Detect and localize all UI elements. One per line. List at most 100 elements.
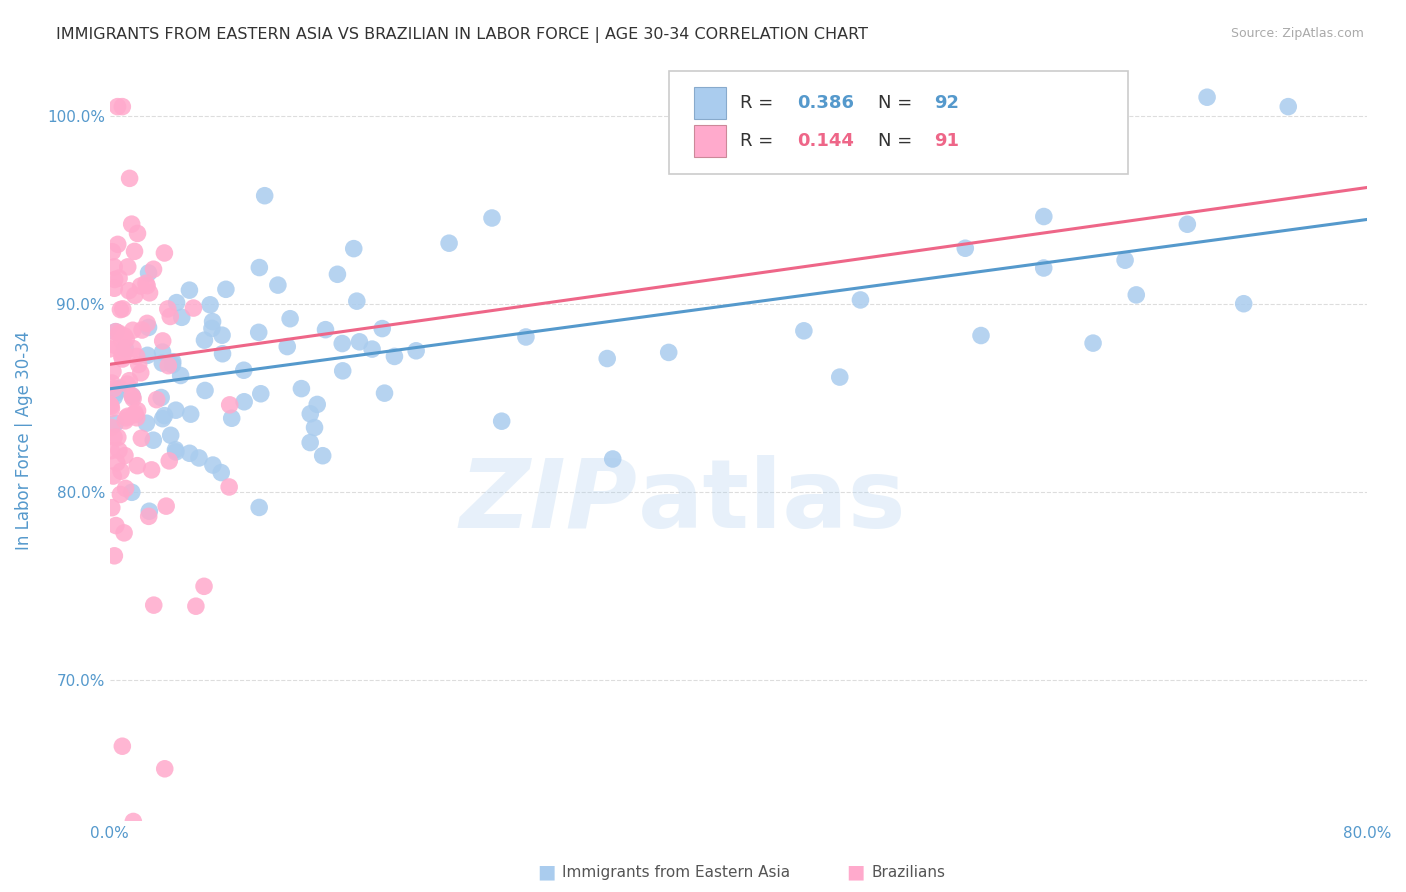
Point (201, 321, 224, 335)
Point (170, 310, 193, 325)
Point (152, 334, 174, 348)
Point (658, 345, 681, 359)
Point (201, 315, 224, 329)
Point (157, 359, 180, 373)
Point (159, 428, 181, 442)
Point (153, 246, 176, 260)
Point (115, 332, 138, 346)
Point (110, 487, 132, 501)
Point (970, 328, 993, 343)
Point (104, 417, 127, 431)
Point (142, 598, 165, 612)
Point (98, 397, 121, 411)
Point (107, 237, 129, 252)
Point (180, 407, 202, 421)
Point (343, 242, 366, 256)
Point (136, 278, 159, 293)
Point (198, 298, 221, 312)
Text: atlas: atlas (638, 455, 907, 548)
Point (114, 341, 136, 355)
Point (129, 279, 152, 293)
Point (100, 399, 122, 413)
Point (361, 342, 384, 356)
Text: IMMIGRANTS FROM EASTERN ASIA VS BRAZILIAN IN LABOR FORCE | AGE 30-34 CORRELATION: IMMIGRANTS FROM EASTERN ASIA VS BRAZILIA… (56, 27, 869, 43)
Point (121, 485, 143, 500)
Point (157, 454, 180, 468)
Point (253, 188, 276, 202)
Point (249, 386, 271, 401)
Point (114, 482, 136, 496)
Point (1114, 253, 1136, 268)
Point (103, 281, 125, 295)
Point (103, 382, 125, 396)
Point (1032, 210, 1054, 224)
Point (129, 366, 152, 380)
Point (110, 302, 132, 317)
Point (267, 278, 290, 293)
Point (152, 411, 174, 425)
Point (193, 333, 215, 347)
Point (107, 383, 129, 397)
Point (169, 368, 191, 383)
Point (150, 356, 173, 370)
Point (114, 414, 136, 428)
Point (602, 452, 624, 467)
Point (1277, 100, 1299, 114)
Text: N =: N = (877, 132, 918, 150)
Point (122, 814, 145, 829)
Point (276, 340, 298, 354)
Point (111, 351, 134, 366)
Point (112, 345, 135, 359)
Point (165, 445, 187, 459)
Point (117, 260, 139, 274)
Point (108, 381, 131, 395)
Point (153, 762, 176, 776)
Text: 91: 91 (935, 132, 959, 150)
Point (108, 326, 131, 341)
Point (115, 410, 138, 425)
Point (349, 334, 371, 349)
Point (100, 401, 122, 416)
Point (124, 408, 146, 422)
Point (110, 464, 132, 478)
Point (278, 311, 301, 326)
FancyBboxPatch shape (669, 71, 1128, 174)
Point (138, 266, 160, 280)
Point (209, 466, 232, 480)
Point (299, 407, 322, 421)
Point (304, 420, 326, 434)
Point (211, 347, 233, 361)
Point (118, 284, 141, 298)
Point (111, 100, 134, 114)
Text: N =: N = (877, 94, 918, 112)
Point (142, 262, 165, 277)
Point (112, 329, 135, 343)
Point (828, 370, 851, 384)
Point (104, 386, 127, 401)
FancyBboxPatch shape (695, 125, 725, 157)
Point (103, 430, 125, 444)
Point (111, 301, 134, 316)
Point (153, 409, 176, 423)
Point (136, 348, 159, 362)
Point (849, 293, 872, 307)
Point (211, 328, 233, 343)
Point (290, 382, 312, 396)
Point (125, 350, 148, 364)
Point (384, 350, 406, 364)
Point (145, 392, 167, 407)
Point (307, 397, 329, 411)
Point (233, 394, 256, 409)
Point (156, 301, 179, 316)
Point (118, 374, 141, 388)
Point (1125, 288, 1147, 302)
Point (332, 364, 354, 378)
Point (183, 301, 205, 315)
Point (247, 326, 270, 340)
Point (1197, 90, 1219, 104)
Point (107, 100, 129, 114)
Point (232, 363, 254, 377)
Point (128, 358, 150, 372)
Point (1233, 296, 1256, 310)
Point (101, 244, 124, 259)
